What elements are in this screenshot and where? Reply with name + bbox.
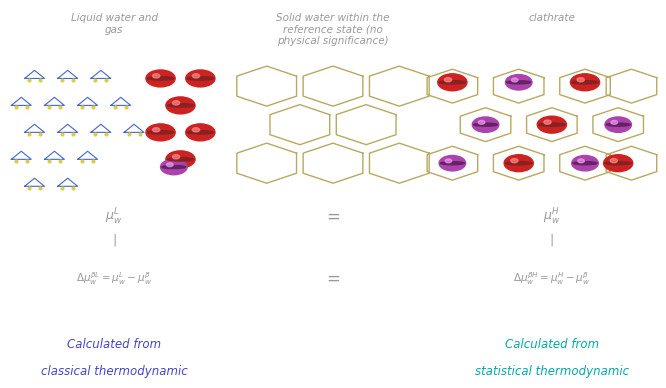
- Circle shape: [577, 159, 584, 163]
- Circle shape: [146, 124, 175, 141]
- Circle shape: [511, 159, 518, 163]
- Text: |: |: [112, 234, 117, 247]
- Circle shape: [504, 155, 533, 171]
- Text: clathrate: clathrate: [528, 13, 575, 23]
- Circle shape: [153, 128, 160, 132]
- Circle shape: [166, 97, 195, 114]
- Text: $\mu_{w}^{H}$: $\mu_{w}^{H}$: [543, 207, 561, 227]
- Circle shape: [444, 78, 452, 82]
- Circle shape: [605, 117, 631, 132]
- Ellipse shape: [147, 131, 174, 134]
- Text: classical thermodynamic: classical thermodynamic: [41, 365, 188, 378]
- Circle shape: [166, 151, 195, 168]
- Circle shape: [439, 156, 466, 171]
- Circle shape: [438, 74, 467, 91]
- Circle shape: [172, 155, 180, 159]
- Ellipse shape: [474, 123, 498, 126]
- Ellipse shape: [539, 123, 565, 126]
- Circle shape: [161, 159, 187, 175]
- Text: =: =: [326, 208, 340, 226]
- Text: $\mu_{w}^{L}$: $\mu_{w}^{L}$: [105, 207, 123, 227]
- Ellipse shape: [440, 81, 466, 84]
- Text: Calculated from: Calculated from: [505, 338, 599, 351]
- Circle shape: [537, 116, 567, 133]
- Circle shape: [505, 74, 532, 90]
- Circle shape: [153, 74, 160, 78]
- Ellipse shape: [147, 77, 174, 80]
- Circle shape: [611, 120, 617, 124]
- Circle shape: [544, 120, 551, 124]
- Circle shape: [610, 159, 617, 163]
- Ellipse shape: [167, 158, 194, 161]
- Circle shape: [192, 74, 200, 78]
- Circle shape: [445, 159, 452, 163]
- Circle shape: [478, 120, 485, 124]
- Ellipse shape: [162, 166, 186, 168]
- Circle shape: [186, 124, 215, 141]
- Ellipse shape: [187, 131, 214, 134]
- Text: |: |: [549, 234, 554, 247]
- Circle shape: [603, 155, 633, 171]
- Text: Liquid water and
gas: Liquid water and gas: [71, 13, 158, 35]
- Ellipse shape: [606, 123, 630, 126]
- Ellipse shape: [440, 162, 464, 165]
- Ellipse shape: [167, 104, 194, 107]
- Circle shape: [511, 78, 518, 82]
- Ellipse shape: [507, 81, 531, 84]
- Circle shape: [192, 128, 200, 132]
- Circle shape: [146, 70, 175, 87]
- Circle shape: [166, 163, 173, 167]
- Ellipse shape: [605, 161, 631, 165]
- Circle shape: [186, 70, 215, 87]
- Text: statistical thermodynamic: statistical thermodynamic: [475, 365, 629, 378]
- Circle shape: [172, 101, 180, 105]
- Text: Calculated from: Calculated from: [67, 338, 161, 351]
- Ellipse shape: [187, 77, 214, 80]
- Ellipse shape: [505, 161, 532, 165]
- Text: Solid water within the
reference state (no
physical significance): Solid water within the reference state (…: [276, 13, 390, 46]
- Ellipse shape: [572, 81, 598, 84]
- Circle shape: [472, 117, 499, 132]
- Circle shape: [571, 74, 599, 91]
- Text: $\Delta\mu_{w}^{\beta H} = \mu_{w}^{H} - \mu_{w}^{\beta}$: $\Delta\mu_{w}^{\beta H} = \mu_{w}^{H} -…: [513, 270, 591, 287]
- Text: $\Delta\mu_{w}^{\beta L} = \mu_{w}^{L} - \mu_{w}^{\beta}$: $\Delta\mu_{w}^{\beta L} = \mu_{w}^{L} -…: [76, 270, 152, 287]
- Circle shape: [571, 156, 598, 171]
- Ellipse shape: [573, 162, 597, 165]
- Text: =: =: [326, 270, 340, 288]
- Circle shape: [577, 78, 584, 82]
